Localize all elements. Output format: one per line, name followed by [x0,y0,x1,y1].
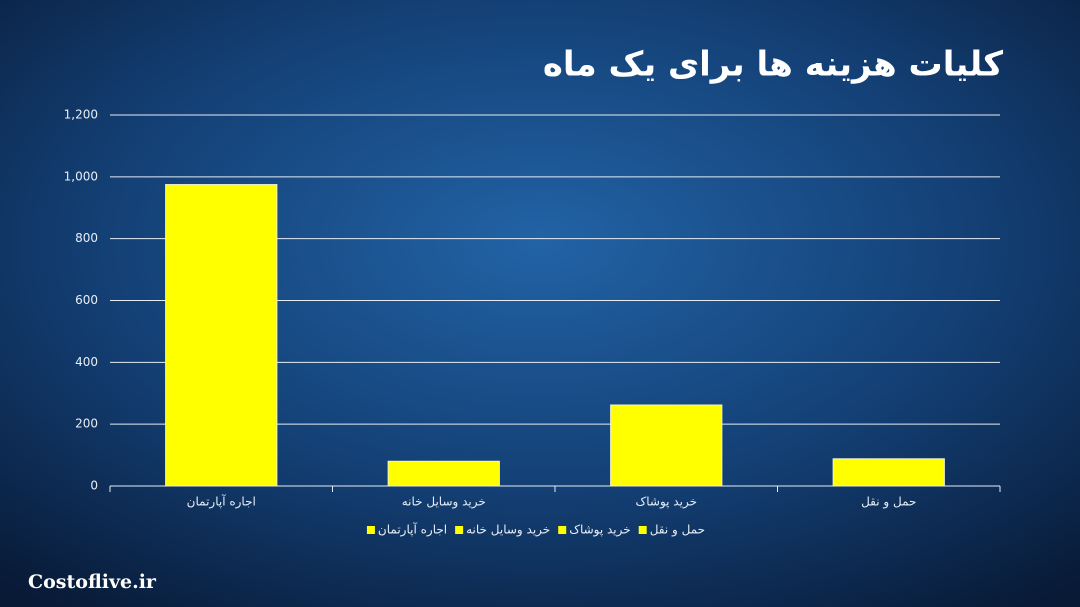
legend-label: خرید وسایل خانه [466,523,550,538]
y-tick-label: 600 [75,293,98,307]
legend-swatch [455,526,464,534]
x-tick-label: حمل و نقل [861,495,916,510]
y-tick-label: 1,200 [64,108,98,122]
y-tick-label: 1,000 [64,169,98,183]
y-tick-label: 200 [75,417,98,431]
legend-swatch [366,526,375,534]
bar [610,404,723,487]
bar [165,184,278,487]
legend-label: خرید پوشاک [569,523,630,538]
x-tick-label: خرید وسایل خانه [402,495,486,510]
watermark: Costoflive.ir [28,571,157,593]
x-tick-label: خرید پوشاک [636,495,697,510]
chart-title: کلیات هزینه ها برای یک ماه [543,45,1003,85]
y-tick-label: 400 [75,355,98,369]
legend-swatch [638,526,647,534]
bar [387,460,500,487]
x-tick-label: اجاره آپارتمان [187,494,256,510]
legend-label: اجاره آپارتمان [378,522,447,538]
y-tick-label: 0 [90,479,98,493]
y-tick-label: 800 [75,231,98,245]
legend-swatch [558,526,567,534]
legend-label: حمل و نقل [650,523,705,538]
bar [832,458,945,487]
